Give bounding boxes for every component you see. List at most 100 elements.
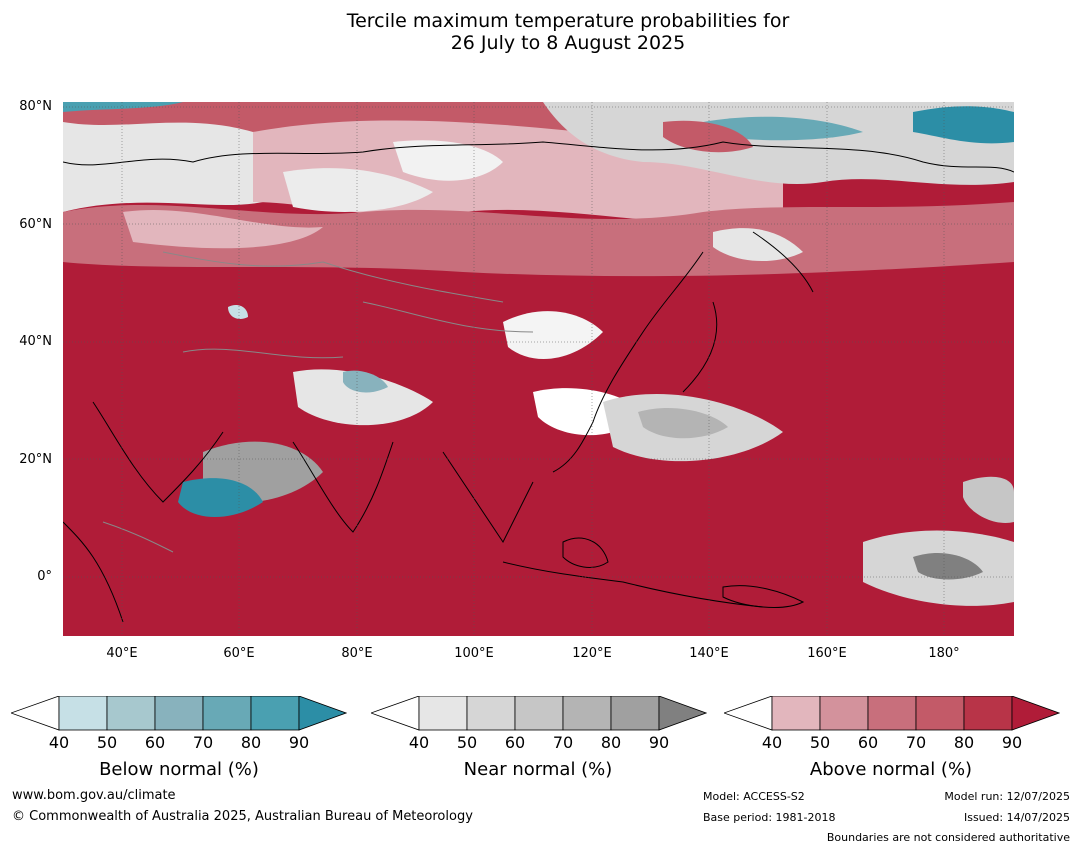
- colorbar-near-normal-swatches: [371, 696, 707, 731]
- lat-label-40n: 40°N: [19, 334, 52, 349]
- cbar-above-tick-60: 60: [857, 733, 879, 752]
- cbar-above-swatch-5: [963, 696, 1013, 731]
- lon-label-80e: 80°E: [341, 646, 373, 661]
- cbar-below-tick-70: 70: [192, 733, 214, 752]
- cbar-below-tick-50: 50: [96, 733, 118, 752]
- colorbar-below-label: Below normal (%): [99, 759, 259, 780]
- tibet-below-patch: [343, 370, 388, 393]
- cbar-below-swatch-0: [11, 696, 60, 731]
- country-boundary-4: [102, 521, 174, 553]
- cbar-below-swatch-1: [58, 696, 108, 731]
- lat-label-80n: 80°N: [19, 99, 52, 114]
- cbar-above-swatch-4: [915, 696, 965, 731]
- lon-label-160e: 160°E: [807, 646, 847, 661]
- philippine-sea-inner: [638, 407, 728, 439]
- northeast-near-band: [543, 102, 1014, 185]
- lon-label-40e: 40°E: [106, 646, 138, 661]
- pacific-near-upper: [963, 476, 1014, 523]
- country-boundary-1: [162, 251, 504, 303]
- cbar-below-swatch-5: [250, 696, 300, 731]
- map-title: Tercile maximum temperature probabilitie…: [0, 10, 1081, 54]
- boundaries-disclaimer: Boundaries are not considered authoritat…: [826, 831, 1070, 844]
- cbar-below-swatch-3: [154, 696, 204, 731]
- coastline-southeast-asia: [442, 451, 534, 543]
- coastline-india: [292, 441, 394, 533]
- cbar-above-swatch-1: [771, 696, 821, 731]
- pacific-near-inner: [913, 552, 983, 580]
- map-title-line-1: Tercile maximum temperature probabilitie…: [346, 10, 790, 32]
- colorbar-below-normal-swatches: [11, 696, 347, 731]
- lon-label-140e: 140°E: [689, 646, 729, 661]
- cbar-above-swatch-6: [1011, 696, 1060, 731]
- colorbar-below-normal: [11, 696, 347, 732]
- caspian-below-patch: [228, 305, 248, 319]
- lon-label-120e: 120°E: [572, 646, 612, 661]
- lon-label-60e: 60°E: [223, 646, 255, 661]
- cbar-near-tick-50: 50: [456, 733, 478, 752]
- coastline-europe-asia: [63, 141, 1014, 173]
- cbar-near-swatch-4: [562, 696, 612, 731]
- siberia-near-patch: [283, 168, 433, 212]
- issued-date: Issued: 14/07/2025: [963, 811, 1070, 824]
- coastline-indonesia: [502, 561, 764, 608]
- colorbar-above-normal: [724, 696, 1060, 732]
- cbar-near-tick-40: 40: [408, 733, 430, 752]
- cbar-above-tick-90: 90: [1001, 733, 1023, 752]
- cbar-near-tick-70: 70: [552, 733, 574, 752]
- arctic-near-band-west: [63, 122, 263, 212]
- cbar-near-swatch-5: [610, 696, 660, 731]
- lon-label-180: 180°: [928, 646, 960, 661]
- probability-map: [63, 102, 1014, 636]
- country-boundary-3: [362, 301, 534, 333]
- cbar-near-tick-80: 80: [600, 733, 622, 752]
- cbar-above-swatch-3: [867, 696, 917, 731]
- cbar-above-tick-80: 80: [953, 733, 975, 752]
- cbar-near-swatch-2: [466, 696, 516, 731]
- cbar-near-swatch-1: [418, 696, 468, 731]
- northeast-above-patch: [663, 120, 753, 153]
- cbar-above-swatch-2: [819, 696, 869, 731]
- lat-label-0: 0°: [37, 569, 52, 584]
- arctic-below-far-right: [913, 106, 1014, 144]
- map-canvas: [63, 102, 1014, 636]
- colorbar-above-normal-swatches: [724, 696, 1060, 731]
- eurasia-light-band: [123, 209, 323, 249]
- coastline-new-guinea: [722, 585, 805, 608]
- cbar-near-tick-60: 60: [504, 733, 526, 752]
- website-link[interactable]: www.bom.gov.au/climate: [12, 788, 176, 803]
- cbar-below-tick-40: 40: [48, 733, 70, 752]
- lat-label-20n: 20°N: [19, 452, 52, 467]
- cbar-above-swatch-0: [724, 696, 773, 731]
- cbar-above-tick-70: 70: [905, 733, 927, 752]
- arctic-below-top-right: [703, 116, 863, 141]
- coastline-borneo: [562, 537, 609, 568]
- cbar-below-tick-90: 90: [288, 733, 310, 752]
- model-run-date: Model run: 12/07/2025: [944, 790, 1070, 803]
- cbar-below-swatch-2: [106, 696, 156, 731]
- tibet-near-patch: [293, 369, 433, 426]
- colorbar-above-label: Above normal (%): [809, 759, 973, 780]
- arabian-sea-below-patch: [178, 478, 263, 517]
- coastline-kamchatka: [752, 231, 814, 293]
- coastline-africa: [63, 521, 124, 623]
- mongolia-near-patch: [503, 311, 603, 359]
- cbar-below-swatch-6: [298, 696, 347, 731]
- cbar-near-swatch-0: [371, 696, 420, 731]
- cbar-below-swatch-4: [202, 696, 252, 731]
- copyright-text: © Commonwealth of Australia 2025, Austra…: [12, 809, 473, 824]
- cbar-near-swatch-6: [658, 696, 707, 731]
- coastline-east-asia: [552, 251, 704, 473]
- siberia-near-patch-2: [393, 140, 503, 181]
- map-title-line-2: 26 July to 8 August 2025: [450, 32, 686, 54]
- cbar-near-swatch-3: [514, 696, 564, 731]
- cbar-below-tick-80: 80: [240, 733, 262, 752]
- base-period: Base period: 1981-2018: [703, 811, 836, 824]
- colorbar-near-label: Near normal (%): [463, 759, 613, 780]
- cbar-near-tick-90: 90: [648, 733, 670, 752]
- cbar-above-tick-50: 50: [809, 733, 831, 752]
- lon-label-100e: 100°E: [454, 646, 494, 661]
- colorbar-near-normal: [371, 696, 707, 732]
- coastline-japan: [682, 301, 718, 393]
- lat-label-60n: 60°N: [19, 217, 52, 232]
- cbar-below-tick-60: 60: [144, 733, 166, 752]
